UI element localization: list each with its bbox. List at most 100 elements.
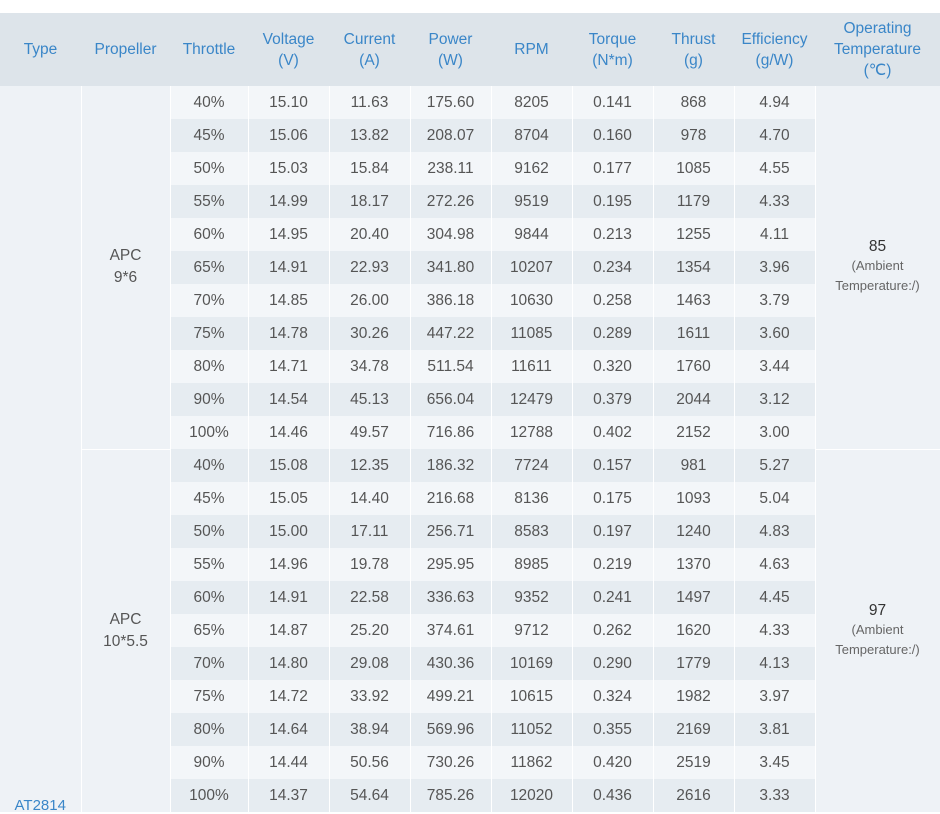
data-cell: 730.26 [410,746,492,779]
table-row: 75% 14.78 30.26 447.22 11085 0.289 1611 3.60 [0,317,940,350]
table-row: 100% 14.46 49.57 716.86 12788 0.402 2152 3.00 [0,416,940,449]
propeller-cell: APC 10*5.5 [81,449,171,813]
data-cell: 0.290 [572,647,654,680]
data-cell: 0.195 [572,185,654,218]
data-cell: 499.21 [410,680,492,713]
data-cell: 1255 [653,218,735,251]
data-cell: 2152 [653,416,735,449]
data-cell: 3.96 [734,251,816,284]
data-cell: 60% [170,581,249,614]
data-cell: 40% [170,449,249,482]
data-cell: 33.92 [329,680,411,713]
table-row: 80% 14.64 38.94 569.96 11052 0.355 2169 3.81 [0,713,940,746]
header-line: Voltage [262,30,315,48]
data-cell: 50% [170,515,249,548]
propeller-label: 9*6 [113,269,138,287]
data-cell: 216.68 [410,482,492,515]
data-cell: 65% [170,251,249,284]
data-cell: 175.60 [410,86,492,119]
table-row: 50% 15.03 15.84 238.11 9162 0.177 1085 4.55 [0,152,940,185]
data-cell: 978 [653,119,735,152]
table-body: AT2814 APC 9*6 40% 15.10 11.63 175.60 8205 0.141… [0,86,940,814]
data-cell: 34.78 [329,350,411,383]
table-row: 60% 14.91 22.58 336.63 9352 0.241 1497 4.45 [0,581,940,614]
data-cell: 0.379 [572,383,654,416]
header-operating-temperature: Operating Temperature (℃) [815,13,940,86]
header-current: Current (A) [329,13,410,86]
data-cell: 1354 [653,251,735,284]
data-cell: 0.241 [572,581,654,614]
propeller-label: APC [109,247,142,265]
header-efficiency: Efficiency (g/W) [734,13,815,86]
data-cell: 14.54 [248,383,330,416]
data-cell: 3.00 [734,416,816,449]
data-cell: 14.72 [248,680,330,713]
data-cell: 55% [170,548,249,581]
data-cell: 11611 [491,350,573,383]
table-row: 70% 14.85 26.00 386.18 10630 0.258 1463 3.79 [0,284,940,317]
data-cell: 1611 [653,317,735,350]
header-line: Thrust [671,30,716,48]
data-cell: 9162 [491,152,573,185]
header-rpm: RPM [491,13,572,86]
header-thrust: Thrust (g) [653,13,734,86]
table-row: 55% 14.99 18.17 272.26 9519 0.195 1179 4.33 [0,185,940,218]
data-cell: 272.26 [410,185,492,218]
data-cell: 208.07 [410,119,492,152]
data-cell: 11085 [491,317,573,350]
data-cell: 45% [170,119,249,152]
data-cell: 430.36 [410,647,492,680]
data-cell: 3.33 [734,779,816,812]
data-cell: 12020 [491,779,573,812]
header-line: Temperature [833,41,921,58]
header-row: Type Propeller Throttle Voltage (V) Current (A… [0,13,940,86]
type-label: AT2814 [14,797,66,814]
header-voltage: Voltage (V) [248,13,329,86]
table-row: 50% 15.00 17.11 256.71 8583 0.197 1240 4.83 [0,515,940,548]
data-cell: 14.96 [248,548,330,581]
data-cell: 70% [170,647,249,680]
table-row: 55% 14.96 19.78 295.95 8985 0.219 1370 4.63 [0,548,940,581]
table-row: 45% 15.06 13.82 208.07 8704 0.160 978 4.70 [0,119,940,152]
data-cell: 22.93 [329,251,411,284]
data-cell: 19.78 [329,548,411,581]
header-line: Propeller [94,41,157,58]
data-cell: 374.61 [410,614,492,647]
data-cell: 1620 [653,614,735,647]
data-cell: 0.213 [572,218,654,251]
data-cell: 341.80 [410,251,492,284]
data-cell: 1982 [653,680,735,713]
header-propeller: Propeller [81,13,170,86]
data-cell: 2519 [653,746,735,779]
data-cell: 22.58 [329,581,411,614]
data-cell: 15.03 [248,152,330,185]
data-cell: 186.32 [410,449,492,482]
table-row: 65% 14.87 25.20 374.61 9712 0.262 1620 4.33 [0,614,940,647]
data-cell: 15.10 [248,86,330,119]
data-cell: 14.40 [329,482,411,515]
data-cell: 4.70 [734,119,816,152]
type-cell: AT2814 [0,86,82,814]
data-cell: 0.234 [572,251,654,284]
data-cell: 3.60 [734,317,816,350]
header-line: Operating [843,20,912,37]
data-cell: 4.55 [734,152,816,185]
data-cell: 11052 [491,713,573,746]
data-cell: 20.40 [329,218,411,251]
data-cell: 90% [170,746,249,779]
data-cell: 38.94 [329,713,411,746]
table-row: 80% 14.71 34.78 511.54 11611 0.320 1760 3.44 [0,350,940,383]
data-cell: 14.85 [248,284,330,317]
data-cell: 9352 [491,581,573,614]
ambient-temperature-note: (Ambient [851,258,904,274]
table-row: 90% 14.54 45.13 656.04 12479 0.379 2044 3.12 [0,383,940,416]
data-cell: 0.175 [572,482,654,515]
data-cell: 14.71 [248,350,330,383]
data-cell: 569.96 [410,713,492,746]
data-cell: 1179 [653,185,735,218]
data-cell: 12479 [491,383,573,416]
data-cell: 15.05 [248,482,330,515]
data-cell: 1093 [653,482,735,515]
header-line: (A) [359,51,380,69]
table-row: 75% 14.72 33.92 499.21 10615 0.324 1982 3.97 [0,680,940,713]
